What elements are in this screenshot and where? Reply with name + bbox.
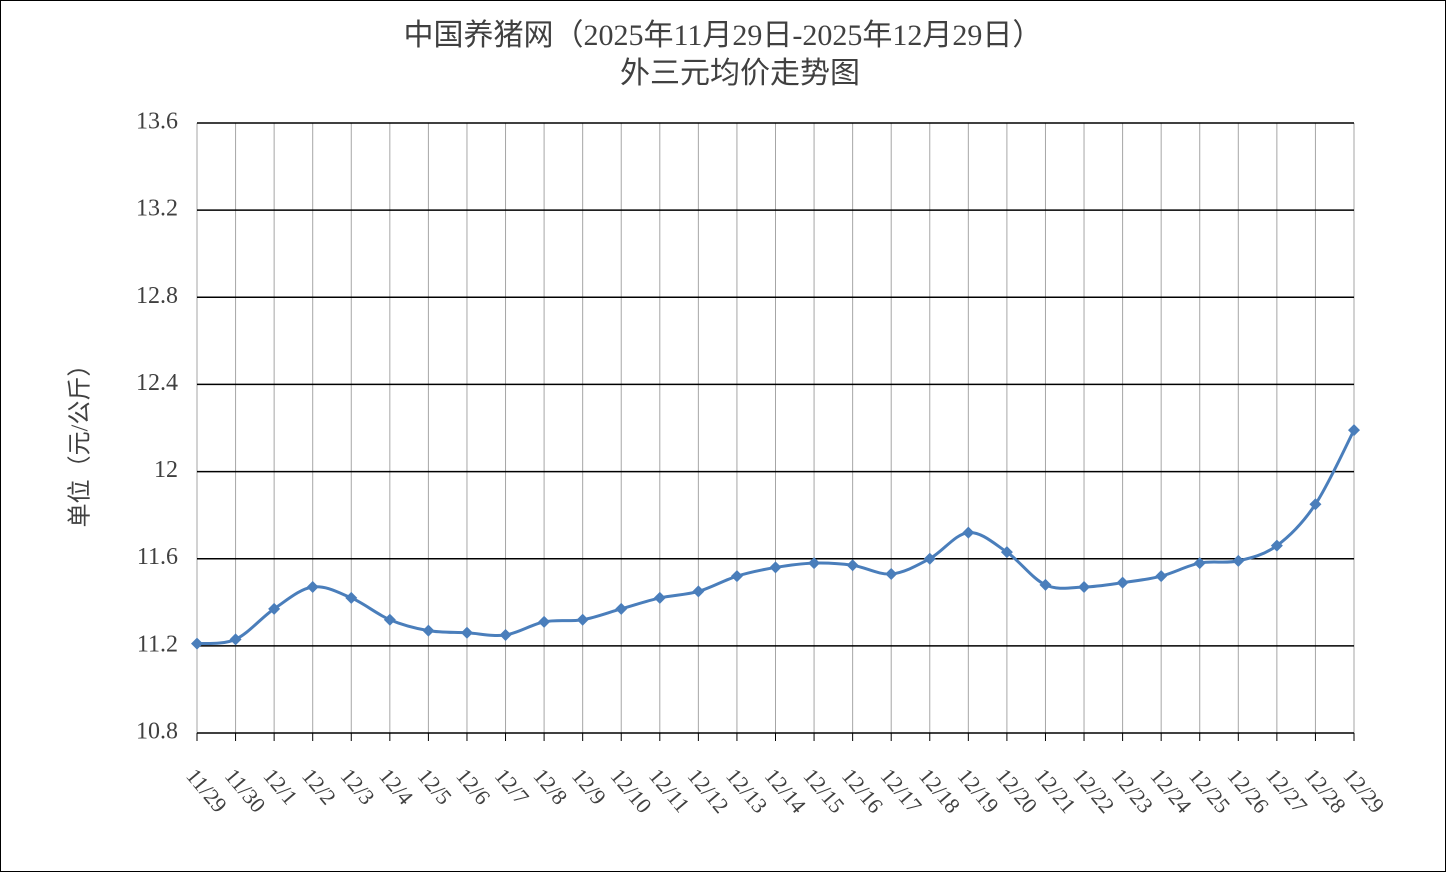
point-marker: [846, 559, 859, 572]
point-marker: [1155, 570, 1168, 583]
point-marker: [1232, 554, 1245, 567]
point-marker: [885, 567, 898, 580]
point-marker: [730, 570, 743, 583]
point-marker: [499, 628, 512, 641]
point-marker: [692, 585, 705, 598]
chart-subtitle: 外三元均价走势图: [620, 57, 860, 90]
y-tick-label: 12.8: [136, 283, 178, 309]
point-marker: [1348, 424, 1360, 437]
point-marker: [345, 591, 358, 604]
point-marker: [1039, 578, 1052, 591]
point-marker: [653, 591, 666, 604]
y-axis-label: 单位（元/公斤）: [67, 353, 94, 528]
point-marker: [229, 633, 242, 646]
y-tick-label: 12.4: [136, 370, 178, 396]
point-marker: [422, 624, 435, 637]
point-marker: [1116, 576, 1129, 589]
chart-title: 中国养猪网（2025年11月29日-2025年12月29日）: [404, 19, 1043, 52]
point-marker: [1270, 539, 1283, 552]
y-tick-label: 13.2: [136, 196, 178, 222]
point-marker: [769, 561, 782, 574]
point-marker: [191, 637, 203, 650]
point-marker: [306, 581, 319, 594]
point-marker: [460, 626, 473, 639]
y-tick-label: 12: [154, 457, 178, 483]
y-tick-label: 11.6: [137, 544, 178, 570]
point-marker: [576, 613, 589, 626]
y-tick-label: 13.6: [136, 109, 178, 135]
y-tick-label: 10.8: [136, 719, 178, 745]
point-marker: [1000, 546, 1013, 559]
point-marker: [1309, 498, 1322, 511]
point-marker: [383, 613, 396, 626]
point-marker: [962, 526, 975, 539]
point-marker: [1078, 581, 1091, 594]
point-marker: [923, 552, 936, 565]
point-marker: [808, 557, 821, 570]
y-tick-label: 11.2: [137, 631, 178, 657]
point-marker: [615, 602, 628, 615]
point-marker: [1193, 557, 1206, 570]
point-marker: [268, 602, 281, 615]
point-marker: [538, 615, 551, 628]
